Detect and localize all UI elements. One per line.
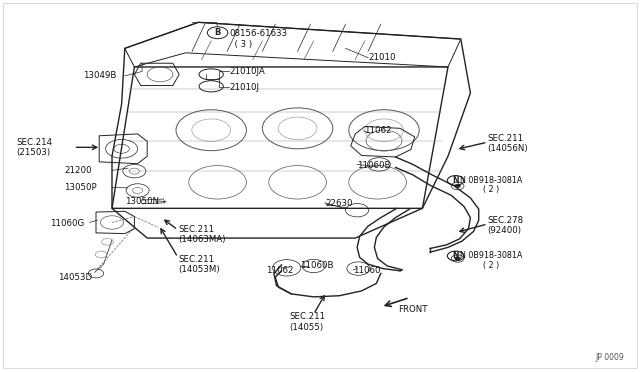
Text: 08156-61633
  ( 3 ): 08156-61633 ( 3 ) xyxy=(229,29,287,49)
Text: 11062: 11062 xyxy=(364,126,391,135)
Text: ( 2 ): ( 2 ) xyxy=(483,261,499,270)
Circle shape xyxy=(454,257,461,260)
Text: SEC.278: SEC.278 xyxy=(488,216,524,225)
Text: 21010J: 21010J xyxy=(229,83,259,92)
Text: 11062: 11062 xyxy=(266,266,293,275)
Text: SEC.214: SEC.214 xyxy=(16,138,52,147)
Text: SEC.211: SEC.211 xyxy=(178,225,214,234)
Text: (14053M): (14053M) xyxy=(178,265,220,274)
Text: 11060: 11060 xyxy=(353,266,381,275)
Circle shape xyxy=(454,184,461,188)
Text: 21010JA: 21010JA xyxy=(229,67,265,76)
Text: SEC.211: SEC.211 xyxy=(488,134,524,143)
Text: (21503): (21503) xyxy=(16,148,50,157)
Text: B: B xyxy=(214,28,221,37)
Text: 11060B: 11060B xyxy=(300,262,333,270)
Text: ( 2 ): ( 2 ) xyxy=(483,185,499,194)
Text: SEC.211: SEC.211 xyxy=(289,312,325,321)
Text: N: N xyxy=(452,176,459,185)
Text: 21010: 21010 xyxy=(368,53,396,62)
Text: 13050P: 13050P xyxy=(64,183,97,192)
Text: 21200: 21200 xyxy=(64,166,92,175)
Text: (14063MA): (14063MA) xyxy=(178,235,225,244)
Text: 22630: 22630 xyxy=(325,199,353,208)
Text: JP 0009: JP 0009 xyxy=(595,353,624,362)
Text: N 0B918-3081A: N 0B918-3081A xyxy=(460,176,522,185)
Text: 14053D: 14053D xyxy=(58,273,92,282)
Text: SEC.211: SEC.211 xyxy=(178,255,214,264)
Text: N 0B918-3081A: N 0B918-3081A xyxy=(460,251,522,260)
Text: 13050N: 13050N xyxy=(125,197,159,206)
Text: FRONT: FRONT xyxy=(398,305,428,314)
Text: (14055): (14055) xyxy=(289,323,323,332)
Text: N: N xyxy=(452,251,459,260)
Text: 11060G: 11060G xyxy=(50,219,84,228)
Text: 11060B: 11060B xyxy=(357,161,390,170)
Text: (14056N): (14056N) xyxy=(488,144,528,153)
Text: 13049B: 13049B xyxy=(83,71,116,80)
Text: (92400): (92400) xyxy=(488,226,522,235)
